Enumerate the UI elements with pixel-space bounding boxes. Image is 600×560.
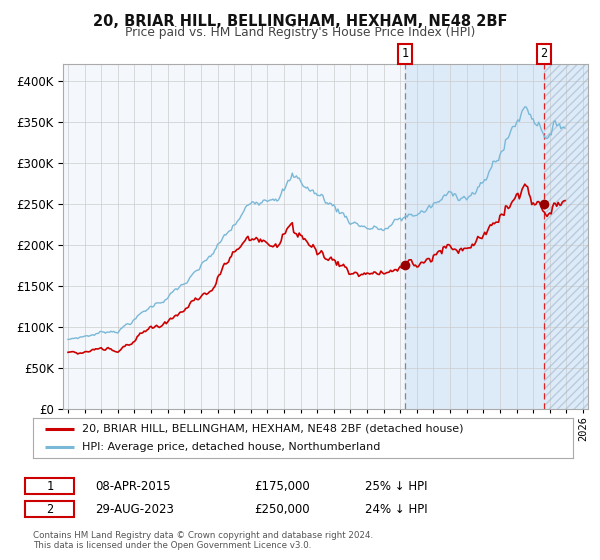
Text: 25% ↓ HPI: 25% ↓ HPI [365,480,428,493]
Text: £250,000: £250,000 [254,503,310,516]
Text: 20, BRIAR HILL, BELLINGHAM, HEXHAM, NE48 2BF (detached house): 20, BRIAR HILL, BELLINGHAM, HEXHAM, NE48… [82,424,463,434]
Text: 20, BRIAR HILL, BELLINGHAM, HEXHAM, NE48 2BF: 20, BRIAR HILL, BELLINGHAM, HEXHAM, NE48… [93,14,507,29]
Text: Contains HM Land Registry data © Crown copyright and database right 2024.: Contains HM Land Registry data © Crown c… [33,531,373,540]
Text: This data is licensed under the Open Government Licence v3.0.: This data is licensed under the Open Gov… [33,541,311,550]
Text: 1: 1 [401,47,409,60]
Text: 24% ↓ HPI: 24% ↓ HPI [365,503,428,516]
Text: 08-APR-2015: 08-APR-2015 [95,480,171,493]
Bar [544,64,588,409]
Text: HPI: Average price, detached house, Northumberland: HPI: Average price, detached house, Nort… [82,442,380,452]
FancyBboxPatch shape [25,501,74,517]
Text: 2: 2 [46,503,53,516]
Text: 2: 2 [541,47,548,60]
FancyBboxPatch shape [25,478,74,494]
Bar [405,64,588,409]
Text: 1: 1 [46,480,53,493]
Text: Price paid vs. HM Land Registry's House Price Index (HPI): Price paid vs. HM Land Registry's House … [125,26,475,39]
Text: £175,000: £175,000 [254,480,310,493]
Text: 29-AUG-2023: 29-AUG-2023 [95,503,174,516]
